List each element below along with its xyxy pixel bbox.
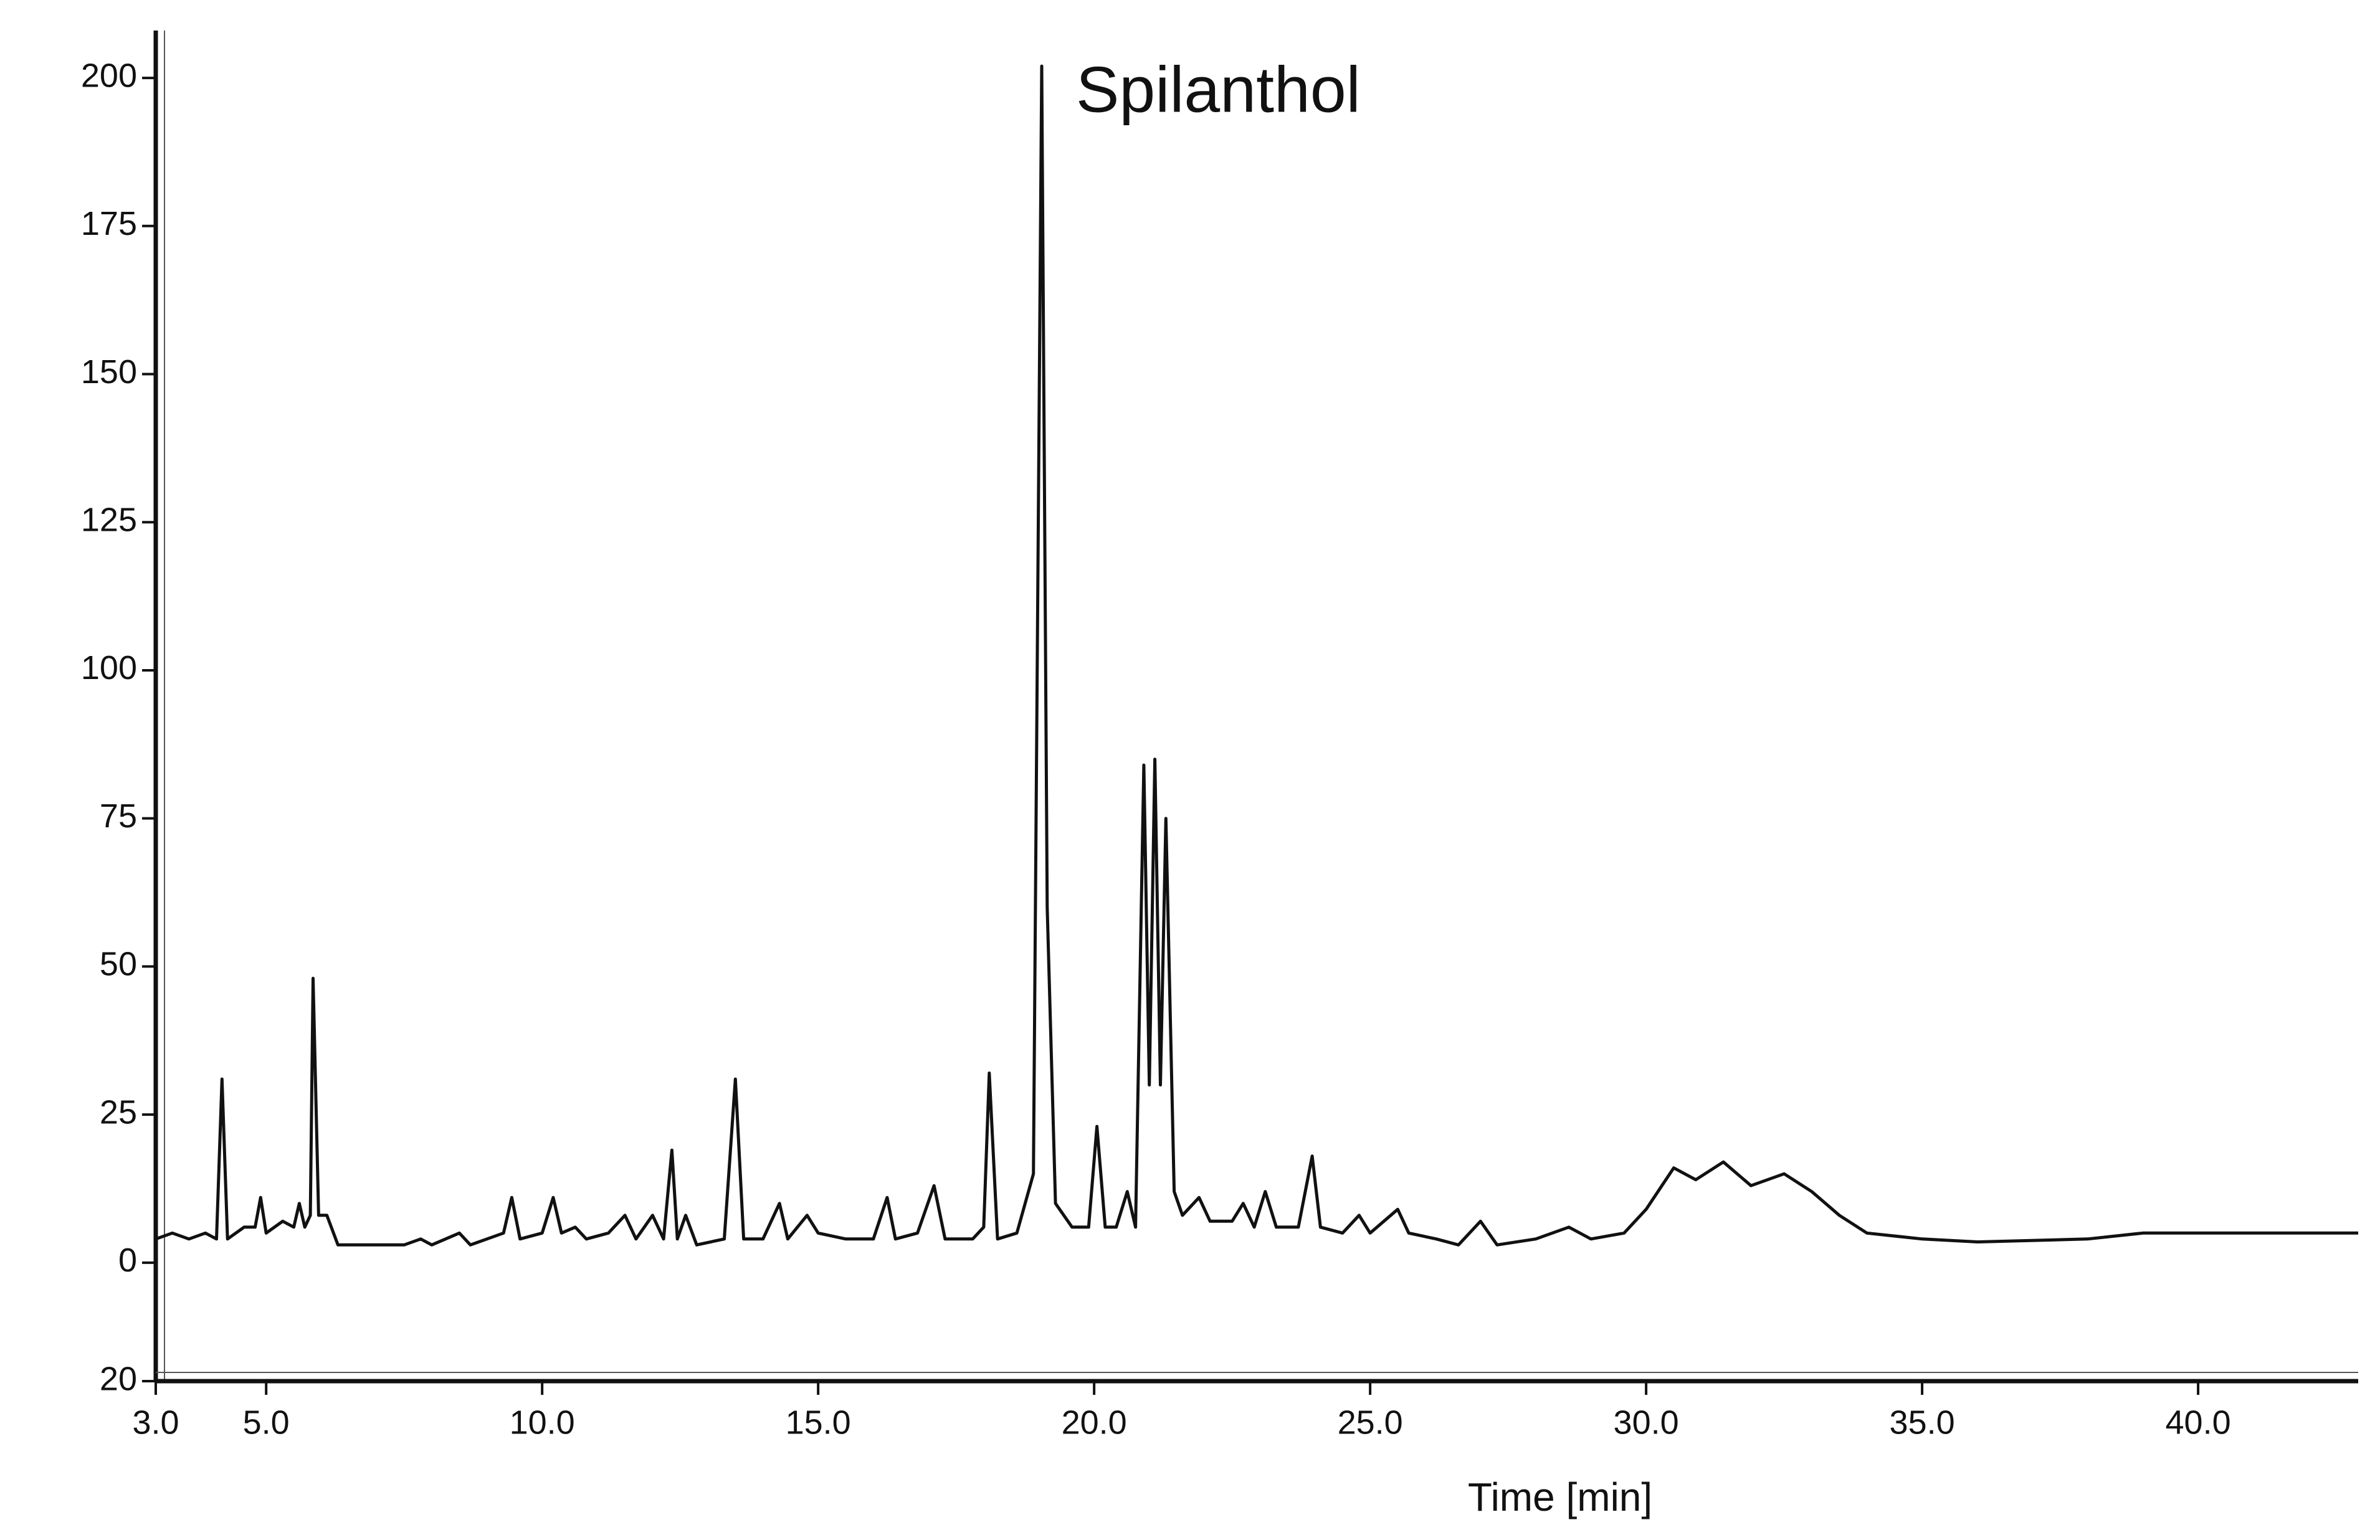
- x-tick-label: 3.0: [132, 1404, 179, 1441]
- x-tick-label: 20.0: [1062, 1404, 1127, 1441]
- y-tick-label: 100: [81, 649, 137, 687]
- y-tick-label: 20: [100, 1360, 137, 1397]
- x-axis-label: Time [min]: [1468, 1475, 1652, 1519]
- x-tick-label: 30.0: [1614, 1404, 1679, 1441]
- y-tick-label: 0: [118, 1242, 137, 1279]
- x-tick-label: 10.0: [510, 1404, 575, 1441]
- chromatogram-trace: [155, 64, 2358, 1247]
- y-tick-label: 150: [81, 353, 137, 391]
- x-tick-label: 35.0: [1890, 1404, 1955, 1441]
- x-tick-label: 40.0: [2166, 1404, 2231, 1441]
- y-tick-label: 25: [100, 1093, 137, 1131]
- x-tick-label: 25.0: [1338, 1404, 1403, 1441]
- y-tick-label: 125: [81, 501, 137, 538]
- peak-annotation: Spilanthol: [1076, 54, 1361, 126]
- x-tick-label: 5.0: [243, 1404, 290, 1441]
- y-tick-label: 50: [100, 946, 137, 983]
- y-tick-label: 75: [100, 797, 137, 835]
- y-tick-label: 175: [81, 205, 137, 242]
- x-tick-label: 15.0: [786, 1404, 851, 1441]
- y-tick-label: 200: [81, 57, 137, 94]
